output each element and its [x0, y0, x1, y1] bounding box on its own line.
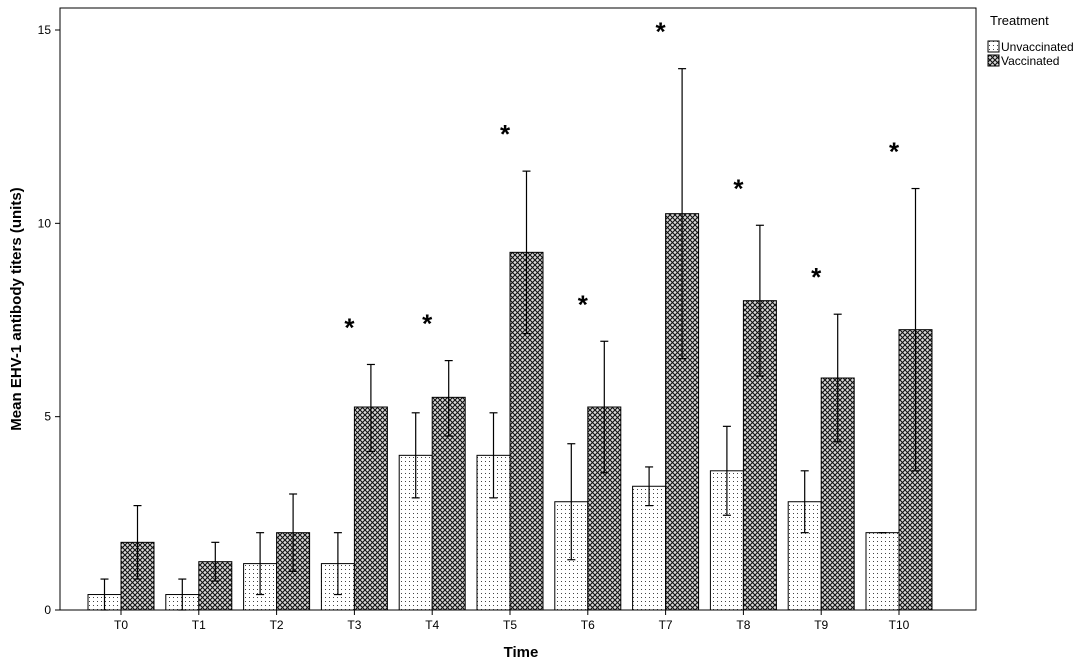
- significance-marker-t5: *: [500, 119, 511, 149]
- x-tick-label-t5: T5: [503, 618, 517, 632]
- error-bar-unvaccinated-t1: [178, 578, 187, 611]
- legend-swatch-vaccinated: [987, 54, 1000, 67]
- error-bar-vaccinated-t2: [289, 493, 298, 572]
- bar-unvaccinated-t10: [865, 532, 900, 611]
- error-bar-unvaccinated-t6: [567, 443, 576, 561]
- error-bar-vaccinated-t0: [133, 505, 142, 580]
- bar-unvaccinated-t7: [632, 485, 667, 611]
- y-tick-label-10: 10: [38, 216, 52, 230]
- error-bar-vaccinated-t4: [444, 360, 453, 437]
- significance-marker-t3: *: [344, 312, 355, 342]
- y-axis-title: Mean EHV-1 antibody titers (units): [8, 187, 25, 430]
- x-tick-label-t4: T4: [425, 618, 439, 632]
- x-axis-title: Time: [504, 644, 539, 661]
- error-bar-vaccinated-t7: [678, 68, 687, 360]
- error-bar-vaccinated-t10: [911, 187, 920, 472]
- x-tick-label-t9: T9: [814, 618, 828, 632]
- significance-marker-t6: *: [578, 289, 589, 319]
- x-tick-label-t8: T8: [736, 618, 750, 632]
- error-bar-unvaccinated-t2: [256, 532, 265, 596]
- error-bar-vaccinated-t3: [366, 363, 375, 453]
- error-bar-vaccinated-t8: [755, 224, 764, 377]
- legend-title: Treatment: [990, 13, 1049, 28]
- x-axis: T0 T1 T2 T3 T4 T5 T6 T7 T8 T9 T10: [114, 610, 910, 632]
- x-tick-label-t2: T2: [270, 618, 284, 632]
- error-bar-unvaccinated-t8: [722, 425, 731, 516]
- x-tick-label-t3: T3: [347, 618, 361, 632]
- y-tick-label-5: 5: [44, 410, 51, 424]
- error-bar-unvaccinated-t0: [100, 578, 109, 611]
- error-bars-layer: [100, 68, 920, 611]
- significance-marker-t7: *: [656, 17, 667, 47]
- error-bar-unvaccinated-t9: [800, 470, 809, 534]
- error-bar-unvaccinated-t5: [489, 412, 498, 499]
- x-tick-label-t6: T6: [581, 618, 595, 632]
- error-bar-unvaccinated-t4: [411, 412, 420, 499]
- error-bar-vaccinated-t1: [211, 541, 220, 582]
- error-bar-vaccinated-t9: [833, 313, 842, 443]
- significance-marker-t9: *: [811, 262, 822, 292]
- legend: Treatment Unvaccinated Vaccinated: [987, 13, 1074, 68]
- legend-label-vaccinated: Vaccinated: [1001, 54, 1059, 68]
- significance-marker-t10: *: [889, 137, 900, 167]
- x-tick-label-t10: T10: [889, 618, 910, 632]
- error-bar-unvaccinated-t3: [333, 532, 342, 596]
- legend-label-unvaccinated: Unvaccinated: [1001, 40, 1074, 54]
- y-tick-label-15: 15: [38, 23, 52, 37]
- x-tick-label-t7: T7: [659, 618, 673, 632]
- error-bar-vaccinated-t5: [522, 170, 531, 335]
- significance-marker-t8: *: [733, 173, 744, 203]
- y-axis: 0 5 10 15: [38, 23, 60, 617]
- significance-layer: * * * * * * * *: [344, 17, 900, 343]
- x-tick-label-t1: T1: [192, 618, 206, 632]
- legend-swatch-unvaccinated: [987, 40, 1000, 53]
- x-tick-label-t0: T0: [114, 618, 128, 632]
- y-tick-label-0: 0: [44, 603, 51, 617]
- error-bar-vaccinated-t6: [600, 340, 609, 474]
- significance-marker-t4: *: [422, 309, 433, 339]
- error-bar-unvaccinated-t7: [645, 466, 654, 507]
